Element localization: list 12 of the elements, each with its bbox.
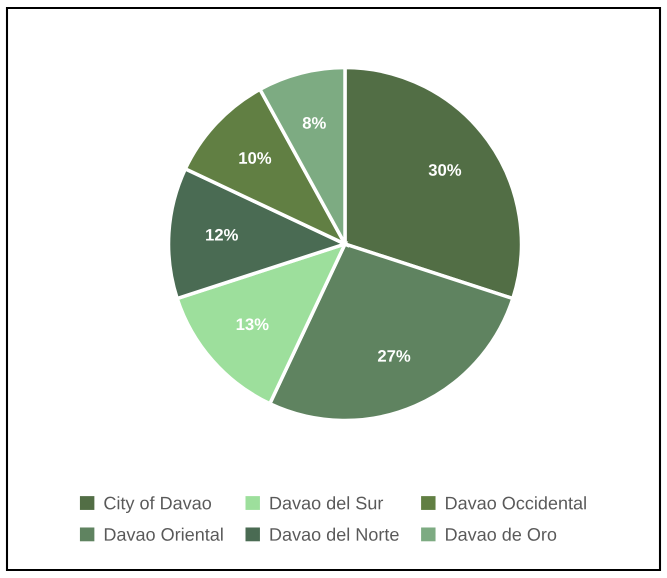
- legend-label: Davao de Oro: [446, 528, 556, 541]
- data-label: 27%: [378, 350, 410, 362]
- data-label: 10%: [239, 152, 272, 164]
- data-label: 12%: [206, 228, 238, 241]
- data-label: 13%: [236, 318, 269, 330]
- legend-label: Davao Oriental: [104, 528, 223, 541]
- legend-label: Davao del Sur: [270, 496, 384, 510]
- data-label: 30%: [428, 164, 462, 176]
- data-label: 8%: [302, 117, 326, 129]
- legend-label: City of Davao: [104, 496, 212, 514]
- legend-label: Davao Occidental: [446, 496, 586, 510]
- legend-label: Davao del Norte: [270, 528, 399, 541]
